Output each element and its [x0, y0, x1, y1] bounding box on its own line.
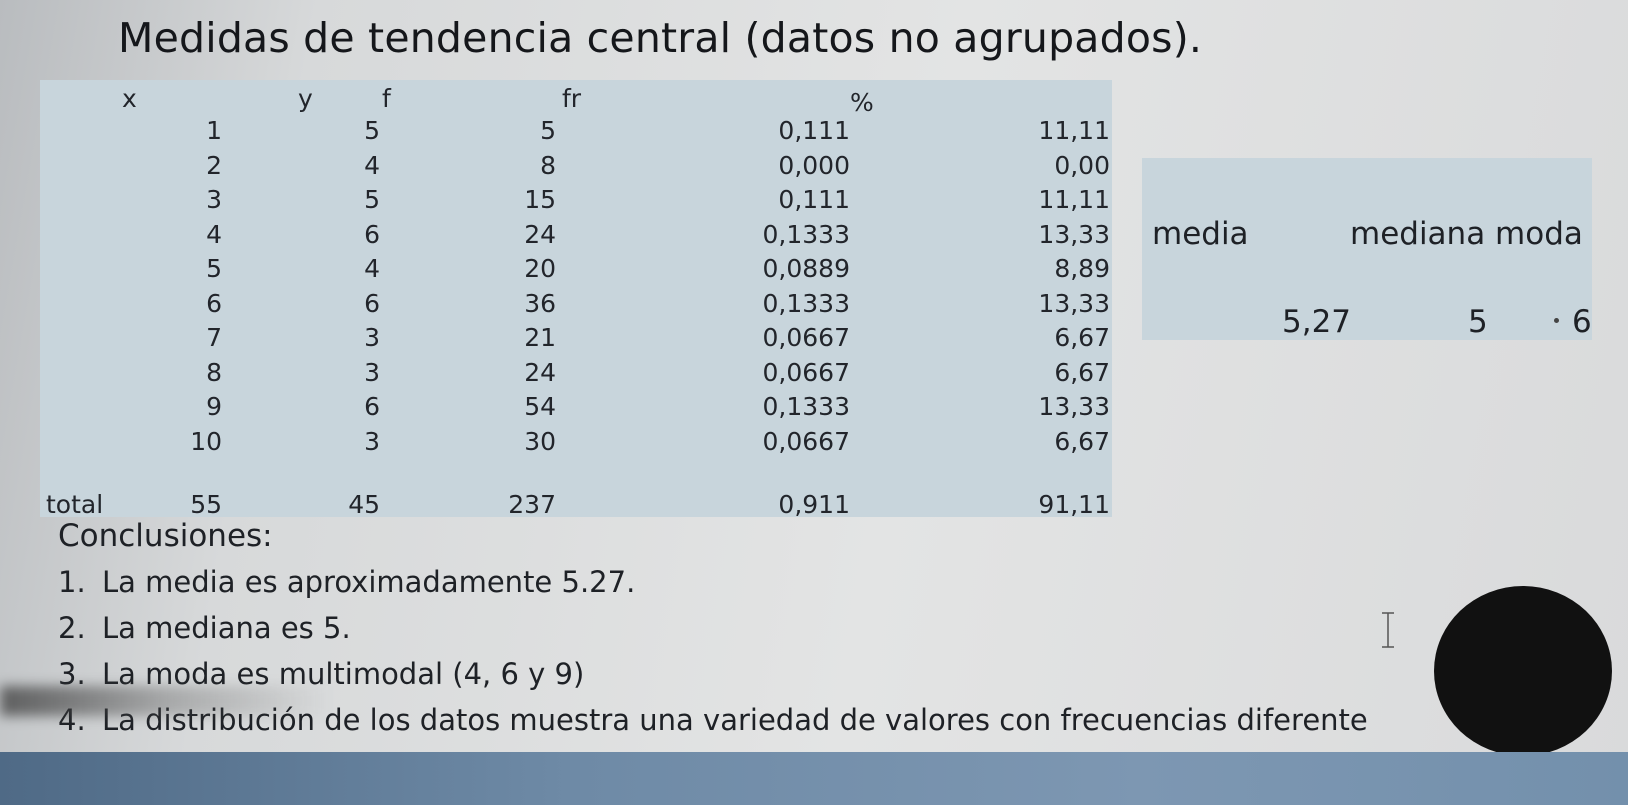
table-cell-x: 3	[206, 185, 222, 214]
table-cell-y: 6	[364, 288, 380, 318]
table-cell-pct: 6,67	[1054, 357, 1110, 387]
table-cell-f: 30	[524, 426, 556, 456]
dot-mark	[1554, 318, 1559, 323]
text-cursor-icon	[1382, 612, 1394, 648]
conclusions-list: 1. La media es aproximadamente 5.27. 2. La…	[58, 565, 1368, 749]
table-cell-f: 24	[524, 219, 556, 249]
table-cell-pct: 0,00	[1054, 150, 1110, 180]
table-cell-f: 15	[524, 185, 556, 214]
moda-value: 6	[1572, 304, 1592, 340]
table-header-f: f	[382, 84, 391, 113]
mediana-moda-label: mediana moda	[1350, 216, 1583, 252]
table-cell-y: 5	[364, 185, 380, 214]
conclusion-item: 2. La mediana es 5.	[58, 611, 1368, 657]
table-cell-fr: 0,0667	[762, 426, 850, 456]
table-cell-fr: 0,111	[778, 185, 850, 214]
table-cell-pct: 13,33	[1038, 392, 1110, 421]
table-cell-f: 21	[524, 323, 556, 352]
table-cell-x: 1	[206, 116, 222, 145]
table-cell-pct: 13,33	[1038, 288, 1110, 318]
table-cell-fr: 0,1333	[762, 219, 850, 249]
table-cell-fr: 0,0667	[762, 357, 850, 387]
table-cell-fr: 0,0889	[762, 254, 850, 283]
table-cell-x: 5	[206, 254, 222, 283]
table-cell-x: 2	[206, 150, 222, 180]
table-header-fr: fr	[562, 84, 582, 113]
total-y: 45	[348, 490, 380, 519]
table-cell-y: 4	[364, 150, 380, 180]
table-cell-fr: 0,000	[778, 150, 850, 180]
total-label: total	[46, 490, 104, 519]
table-cell-y: 6	[364, 392, 380, 421]
table-cell-x: 9	[206, 392, 222, 421]
table-cell-y: 4	[364, 254, 380, 283]
table-header-y: y	[298, 84, 313, 113]
conclusion-text: La mediana es 5.	[102, 611, 351, 645]
table-cell-y: 5	[364, 116, 380, 145]
table-cell-pct: 6,67	[1054, 323, 1110, 352]
table-cell-pct: 13,33	[1038, 219, 1110, 249]
table-cell-f: 5	[540, 116, 556, 145]
table-header-x: x	[122, 84, 137, 113]
table-cell-fr: 0,1333	[762, 392, 850, 421]
mediana-value: 5	[1468, 304, 1488, 340]
table-cell-pct: 11,11	[1038, 116, 1110, 145]
table-cell-fr: 0,1333	[762, 288, 850, 318]
finger-shadow	[0, 686, 330, 716]
table-cell-f: 20	[524, 254, 556, 283]
table-header-percent: %	[850, 88, 874, 117]
page-title: Medidas de tendencia central (datos no a…	[118, 14, 1203, 62]
table-cell-f: 36	[524, 288, 556, 318]
media-value: 5,27	[1282, 304, 1352, 340]
table-cell-y: 3	[364, 357, 380, 387]
table-cell-x: 4	[206, 219, 222, 249]
table-cell-x: 7	[206, 323, 222, 352]
black-circle-overlay	[1434, 586, 1612, 756]
conclusions-title: Conclusiones:	[58, 518, 273, 554]
total-percent: 91,11	[1038, 490, 1110, 519]
table-cell-x: 6	[206, 288, 222, 318]
table-cell-fr: 0,111	[778, 116, 850, 145]
table-cell-f: 54	[524, 392, 556, 421]
frequency-table-panel	[40, 80, 1112, 517]
media-label: media	[1152, 216, 1249, 252]
table-cell-pct: 6,67	[1054, 426, 1110, 456]
conclusion-item: 3. La moda es multimodal (4, 6 y 9)	[58, 657, 1368, 703]
conclusion-number: 1.	[58, 565, 86, 599]
total-x: 55	[190, 490, 222, 519]
table-cell-f: 8	[540, 150, 556, 180]
table-cell-f: 24	[524, 357, 556, 387]
total-f: 237	[508, 490, 556, 519]
conclusion-number: 2.	[58, 611, 86, 645]
total-fr: 0,911	[778, 490, 850, 519]
taskbar-strip	[0, 752, 1628, 805]
table-cell-x: 8	[206, 357, 222, 387]
table-cell-pct: 8,89	[1054, 254, 1110, 283]
table-cell-pct: 11,11	[1038, 185, 1110, 214]
conclusion-text: La moda es multimodal (4, 6 y 9)	[102, 657, 585, 691]
conclusion-item: 1. La media es aproximadamente 5.27.	[58, 565, 1368, 611]
conclusion-text: La media es aproximadamente 5.27.	[102, 565, 636, 599]
table-cell-y: 3	[364, 323, 380, 352]
table-cell-fr: 0,0667	[762, 323, 850, 352]
stats-panel	[1142, 158, 1592, 340]
table-cell-y: 3	[364, 426, 380, 456]
conclusion-number: 3.	[58, 657, 86, 691]
table-cell-y: 6	[364, 219, 380, 249]
table-cell-x: 10	[190, 426, 222, 456]
